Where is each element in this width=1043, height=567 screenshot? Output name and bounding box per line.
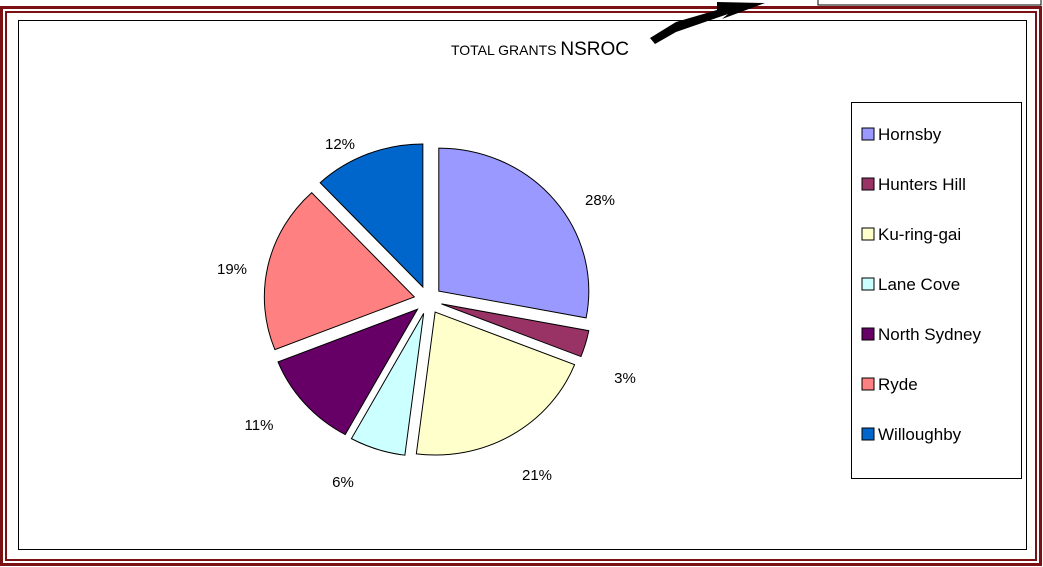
legend-swatch-ku-ring-gai (861, 227, 875, 241)
pie-slice-willoughby (319, 143, 424, 289)
legend-label-hunters-hill: Hunters Hill (878, 175, 966, 194)
data-label-lane-cove: 6% (332, 474, 354, 491)
pie-slice-lane-cove (350, 313, 425, 456)
data-label-hornsby: 28% (585, 192, 615, 209)
pie-slice-north-sydney (277, 308, 419, 436)
pie-slice-hunters-hill (441, 303, 590, 358)
frame-outer (0, 6, 1042, 566)
legend-box (851, 102, 1022, 479)
legend-swatch-lane-cove (861, 277, 875, 291)
legend-swatch-ryde (861, 377, 875, 391)
chart-title: TOTAL GRANTS NSROC (451, 39, 629, 60)
pie-slice-hornsby (438, 147, 590, 319)
data-label-ryde: 19% (217, 261, 247, 278)
legend-label-ku-ring-gai: Ku-ring-gai (878, 225, 961, 244)
legend-swatch-hornsby (861, 127, 875, 141)
pie-slice-ryde (263, 192, 416, 351)
legend: Hornsby Hunters Hill Ku-ring-gai Lane Cove N… (861, 125, 981, 444)
data-label-willoughby: 12% (325, 136, 355, 153)
arrow-decoration (650, 2, 765, 44)
legend-swatch-hunters-hill (861, 177, 875, 191)
data-labels: 28% 3% 21% 6% 11% 19% 12% (217, 136, 636, 491)
legend-label-willoughby: Willoughby (878, 425, 962, 444)
chart-title-part-1: TOTAL GRANTS (451, 42, 560, 58)
legend-label-lane-cove: Lane Cove (878, 275, 960, 294)
legend-swatch-willoughby (861, 427, 875, 441)
top-box-decoration (817, 0, 1042, 6)
frame-inner (5, 11, 1037, 561)
legend-label-ryde: Ryde (878, 375, 918, 394)
legend-label-north-sydney: North Sydney (878, 325, 981, 344)
legend-label-hornsby: Hornsby (878, 125, 942, 144)
data-label-north-sydney: 11% (245, 417, 274, 434)
pie-chart (263, 143, 590, 456)
data-label-hunters-hill: 3% (614, 370, 636, 387)
pie-slice-ku-ring-gai (415, 311, 576, 456)
legend-swatch-north-sydney (861, 327, 875, 341)
chart-title-part-2: NSROC (560, 39, 629, 60)
data-label-ku-ring-gai: 21% (522, 467, 552, 484)
